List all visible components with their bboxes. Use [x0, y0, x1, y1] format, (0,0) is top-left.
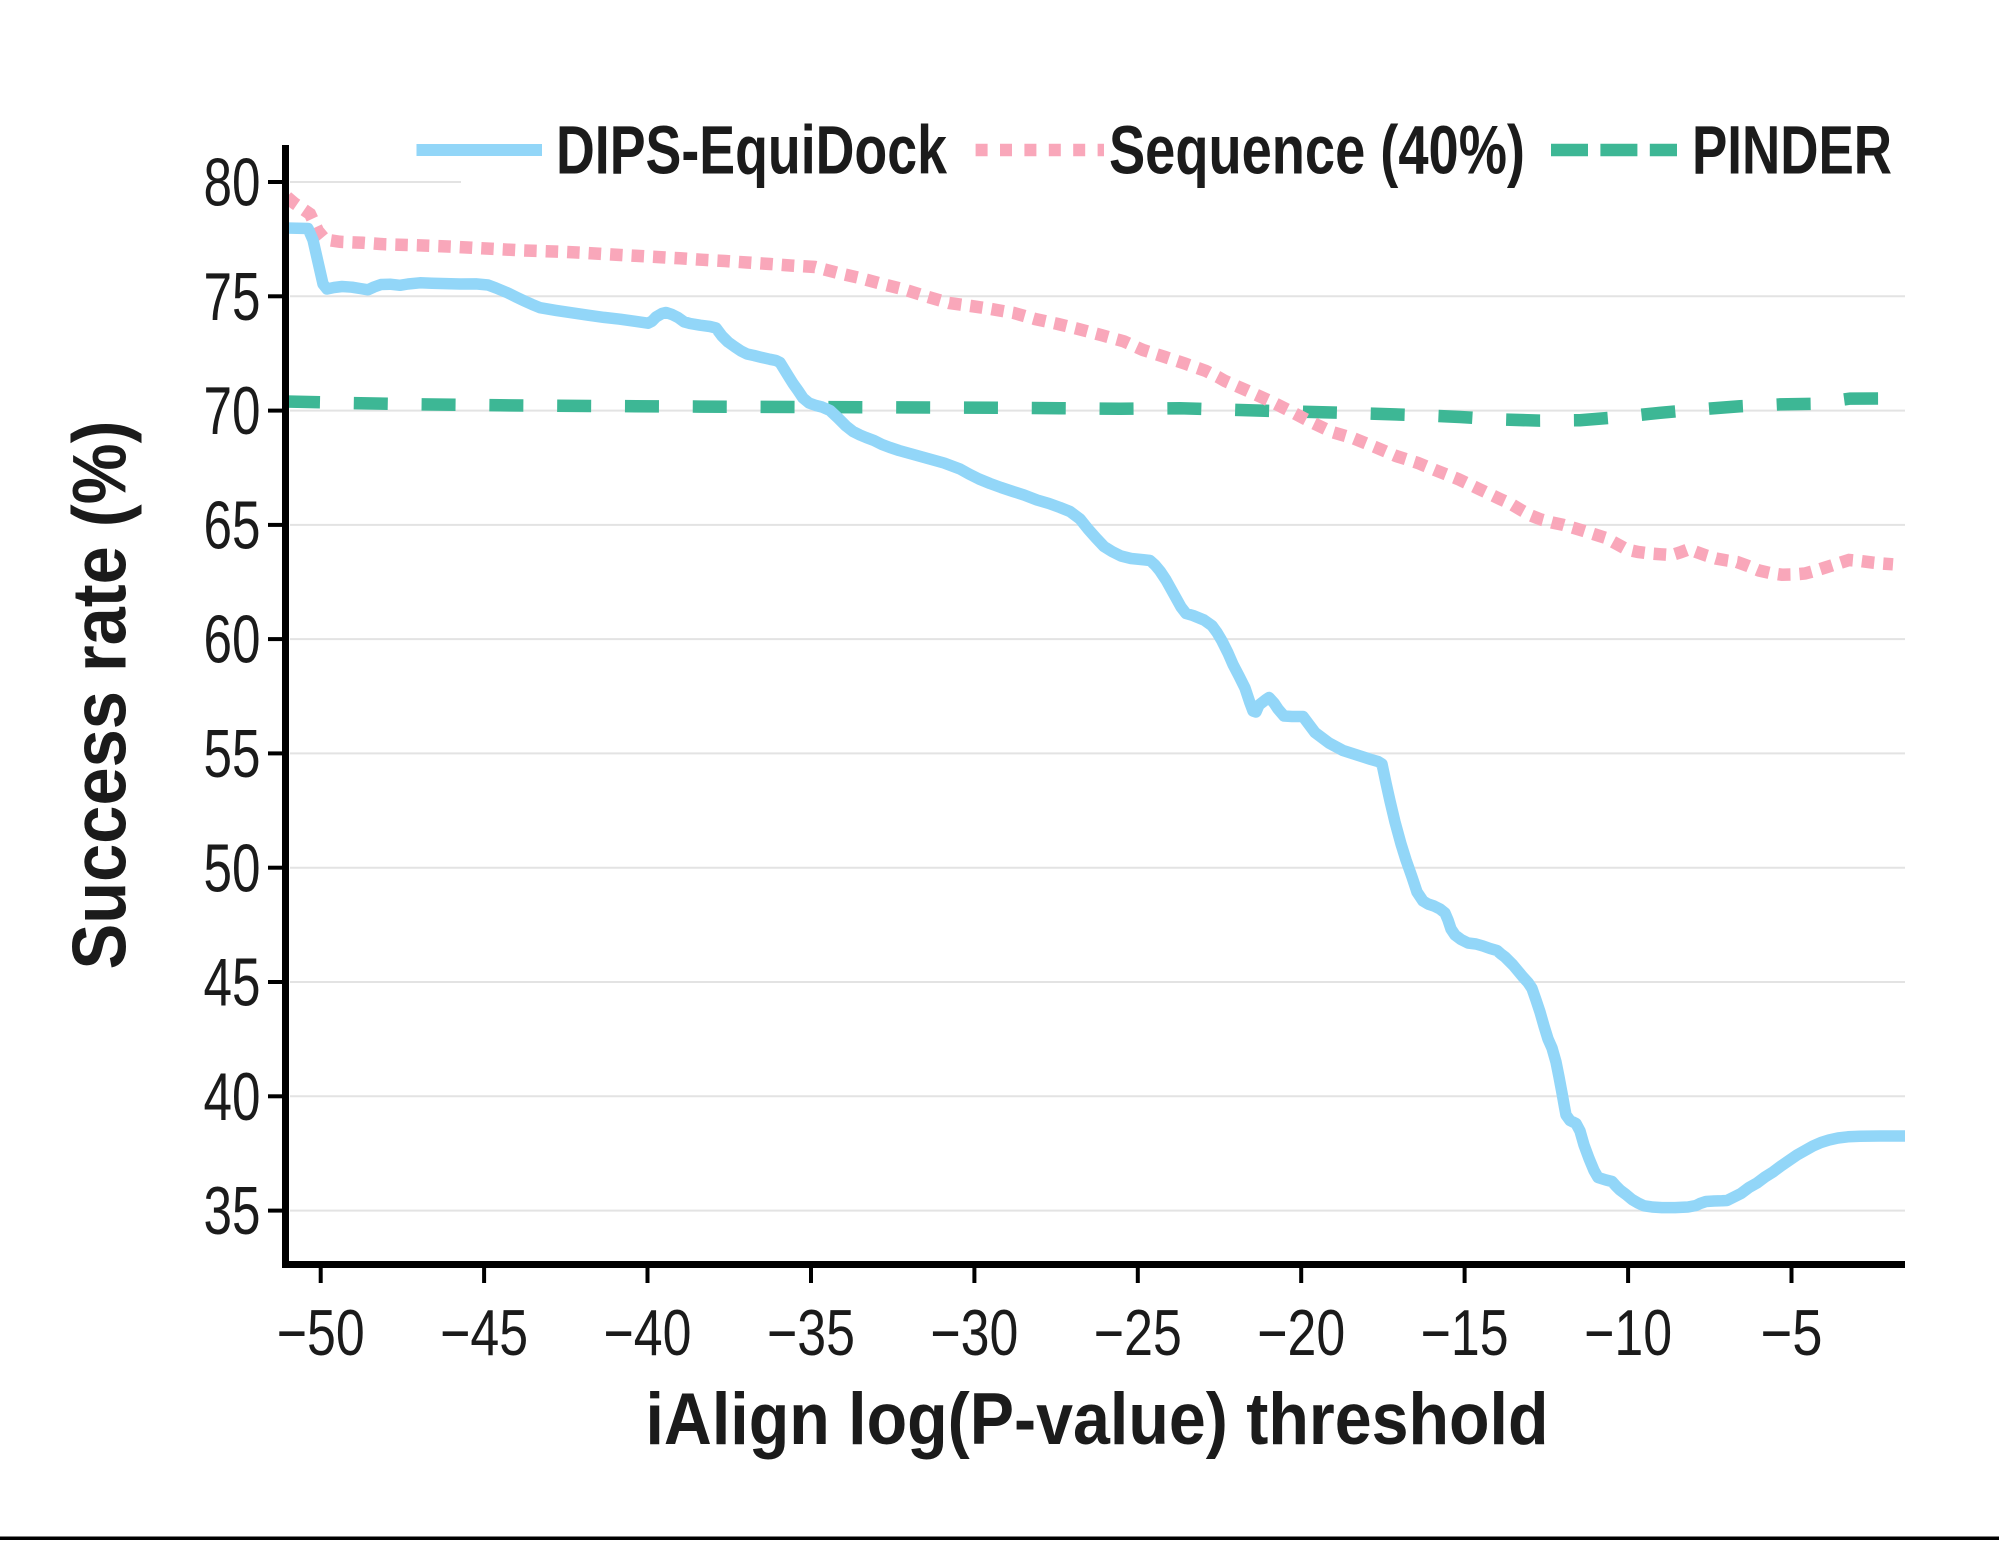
svg-text:−35: −35 — [767, 1297, 855, 1369]
svg-text:−45: −45 — [440, 1297, 528, 1369]
svg-text:Sequence (40%): Sequence (40%) — [1109, 112, 1525, 189]
svg-text:−50: −50 — [277, 1297, 365, 1369]
svg-text:65: 65 — [204, 488, 261, 564]
svg-text:−10: −10 — [1584, 1297, 1672, 1369]
svg-text:70: 70 — [204, 373, 261, 449]
svg-text:iAlign log(P-value) threshold: iAlign log(P-value) threshold — [646, 1379, 1549, 1460]
svg-text:−20: −20 — [1257, 1297, 1345, 1369]
svg-text:Success rate (%): Success rate (%) — [58, 421, 143, 970]
svg-text:−40: −40 — [604, 1297, 692, 1369]
svg-text:45: 45 — [204, 945, 261, 1021]
svg-text:75: 75 — [204, 259, 261, 335]
svg-text:DIPS-EquiDock: DIPS-EquiDock — [556, 112, 948, 189]
svg-text:35: 35 — [204, 1173, 261, 1249]
svg-text:40: 40 — [204, 1059, 261, 1135]
svg-text:55: 55 — [204, 716, 261, 792]
svg-text:−25: −25 — [1094, 1297, 1182, 1369]
svg-text:−30: −30 — [930, 1297, 1018, 1369]
svg-text:60: 60 — [204, 602, 261, 678]
svg-text:PINDER: PINDER — [1692, 112, 1892, 189]
svg-text:50: 50 — [204, 830, 261, 906]
svg-text:−5: −5 — [1761, 1297, 1823, 1369]
svg-text:−15: −15 — [1421, 1297, 1509, 1369]
svg-text:80: 80 — [204, 145, 261, 221]
